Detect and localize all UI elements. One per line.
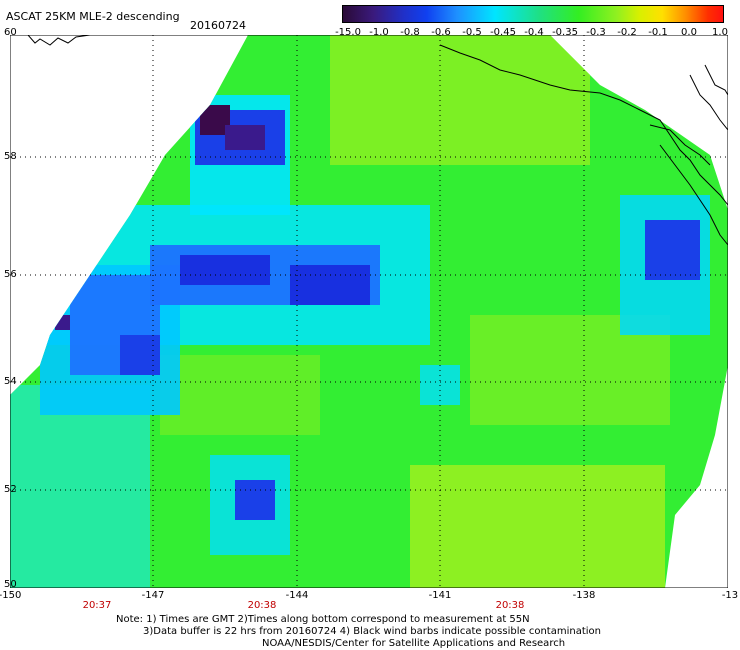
lat-label-54: 54: [4, 376, 17, 387]
colorbar-label: -0.3: [586, 27, 606, 38]
lat-label-50: 50: [4, 579, 17, 590]
lat-label-58: 58: [4, 151, 17, 162]
lon-label-144: -144: [285, 590, 309, 601]
lat-label-56: 56: [4, 269, 17, 280]
lat-label-60: 60: [4, 27, 17, 38]
lon-label-13: -13: [721, 590, 739, 601]
swath-field: [10, 35, 728, 588]
colorbar-label: -0.1: [648, 27, 668, 38]
colorbar-label: -0.35: [552, 27, 578, 38]
note-line-1: Note: 1) Times are GMT 2)Times along bot…: [116, 614, 530, 625]
note-line-3: NOAA/NESDIS/Center for Satellite Applica…: [262, 638, 566, 649]
colorbar-label: -0.4: [524, 27, 544, 38]
swath-map: [10, 35, 728, 588]
map-date: 20160724: [190, 19, 246, 32]
colorbar-label: -0.6: [431, 27, 451, 38]
lon-label-147: -147: [141, 590, 165, 601]
time-label-1: 20:37: [82, 600, 112, 611]
colorbar-label: -15.0: [335, 27, 361, 38]
colorbar-label: -0.2: [617, 27, 637, 38]
colorbar-label: 1.0: [712, 27, 728, 38]
lat-label-52: 52: [4, 484, 17, 495]
time-label-3: 20:38: [495, 600, 525, 611]
note-line-2: 3)Data buffer is 22 hrs from 20160724 4)…: [143, 626, 601, 637]
map-title: ASCAT 25KM MLE-2 descending: [6, 10, 180, 23]
coastline: [27, 35, 728, 246]
grid-lines: [10, 35, 728, 588]
colorbar-label: -1.0: [369, 27, 389, 38]
colorbar-label: -0.5: [462, 27, 482, 38]
time-label-2: 20:38: [247, 600, 277, 611]
colorbar-label: -0.45: [490, 27, 516, 38]
colorbar-label: 0.0: [681, 27, 697, 38]
colorbar-label: -0.8: [400, 27, 420, 38]
lon-label-138: -138: [572, 590, 596, 601]
lon-label-150: -150: [0, 590, 22, 601]
colorbar: [342, 5, 724, 23]
lon-label-141: -141: [428, 590, 452, 601]
